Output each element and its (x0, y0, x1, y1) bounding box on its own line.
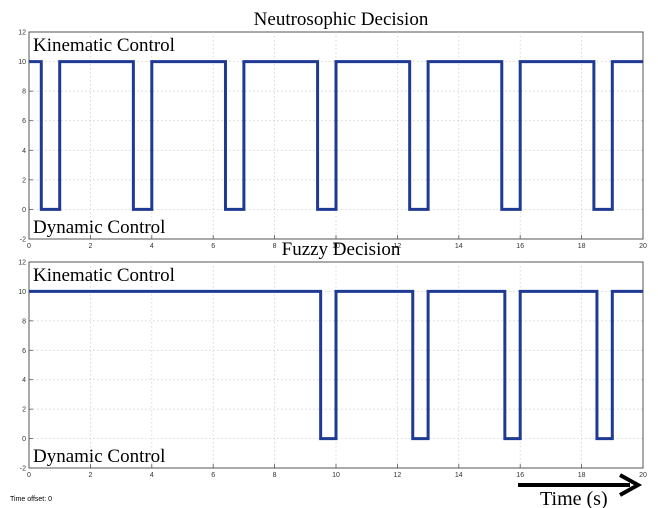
y-tick-label: 12 (18, 30, 26, 37)
y-tick-label: 12 (18, 260, 26, 267)
x-tick-label: 14 (455, 472, 463, 479)
x-tick-label: 10 (332, 243, 340, 250)
series-line (29, 289, 643, 441)
x-tick-label: 16 (516, 472, 524, 479)
annotation-dynamic: Dynamic Control (33, 217, 165, 238)
x-tick-label: 12 (394, 472, 402, 479)
x-tick-label: 12 (394, 243, 402, 250)
time-axis-label: Time (s) (540, 488, 608, 508)
y-tick-label: 6 (22, 348, 26, 355)
time-offset-label: Time offset: 0 (10, 496, 52, 503)
annotation-dynamic: Dynamic Control (33, 446, 165, 467)
chart-title: Fuzzy Decision (282, 239, 401, 260)
x-tick-label: 8 (273, 472, 277, 479)
y-tick-label: 2 (22, 407, 26, 414)
y-tick-label: 10 (18, 289, 26, 296)
y-tick-label: 0 (22, 207, 26, 214)
x-tick-label: 20 (639, 472, 647, 479)
y-tick-label: -2 (20, 237, 26, 244)
x-tick-label: 16 (516, 243, 524, 250)
y-tick-label: 6 (22, 118, 26, 125)
y-tick-label: -2 (20, 466, 26, 473)
y-tick-label: 8 (22, 318, 26, 325)
x-tick-label: 10 (332, 472, 340, 479)
y-tick-label: 2 (22, 177, 26, 184)
x-tick-label: 4 (150, 472, 154, 479)
y-tick-label: 4 (22, 148, 26, 155)
y-tick-label: 0 (22, 436, 26, 443)
x-tick-label: 2 (88, 243, 92, 250)
chart-neutrosophic: 0 2 4 6 8 10 12 14 16 18 20-2024681012Neutrosophic… (18, 9, 647, 250)
x-tick-label: 0 (27, 243, 31, 250)
annotation-kinematic: Kinematic Control (33, 35, 175, 56)
x-tick-label: 18 (578, 472, 586, 479)
y-tick-label: 10 (18, 59, 26, 66)
x-tick-label: 6 (211, 472, 215, 479)
x-tick-label: 20 (639, 243, 647, 250)
x-tick-label: 8 (273, 243, 277, 250)
chart-title: Neutrosophic Decision (254, 9, 429, 30)
annotation-kinematic: Kinematic Control (33, 265, 175, 286)
x-tick-label: 2 (88, 472, 92, 479)
x-tick-label: 6 (211, 243, 215, 250)
x-tick-label: 18 (578, 243, 586, 250)
y-tick-label: 8 (22, 89, 26, 96)
x-tick-label: 4 (150, 243, 154, 250)
y-tick-label: 4 (22, 377, 26, 384)
time-arrow-head-icon (619, 473, 643, 497)
x-tick-label: 0 (27, 472, 31, 479)
series-line (29, 60, 643, 211)
x-tick-label: 14 (455, 243, 463, 250)
time-axis-indicator: Time (s) (518, 473, 643, 508)
